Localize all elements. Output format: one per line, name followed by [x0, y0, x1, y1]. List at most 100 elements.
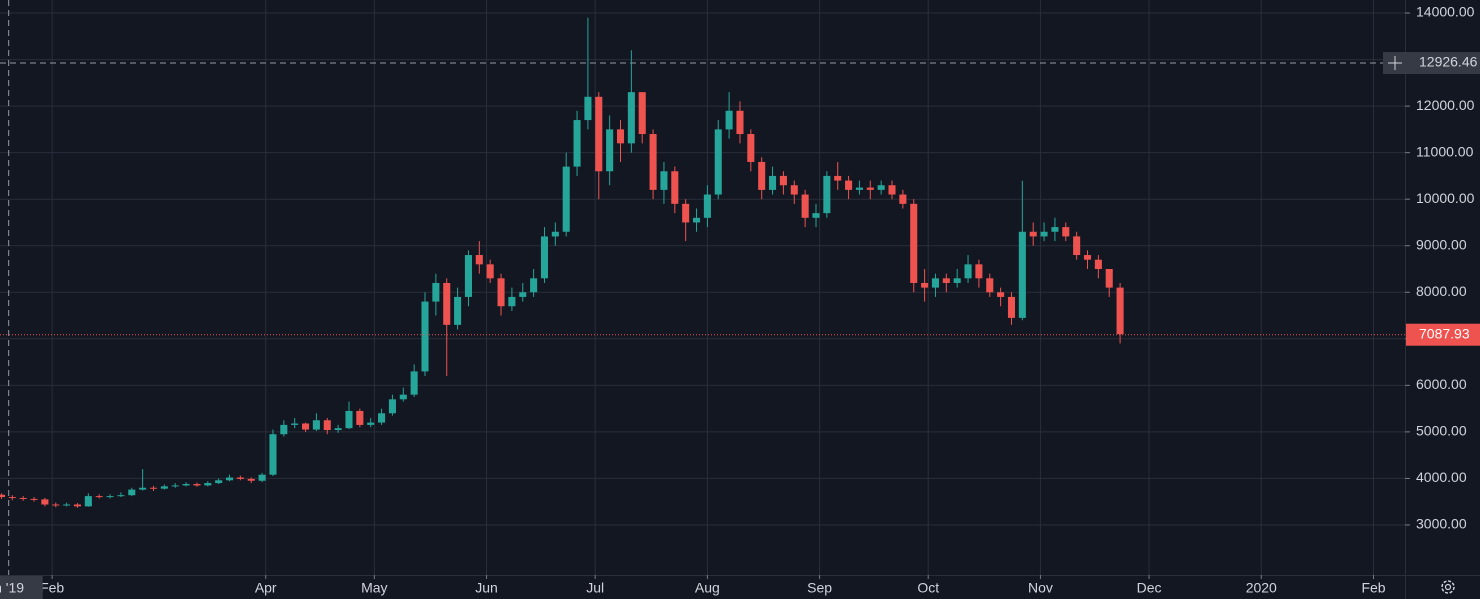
- candle-body: [1062, 227, 1070, 237]
- candle-body: [247, 478, 255, 481]
- candle-body: [801, 194, 809, 218]
- y-tick-label: 5000.00: [1416, 423, 1467, 439]
- candle-body: [779, 175, 787, 186]
- y-tick-label: 6000.00: [1416, 376, 1467, 392]
- candle-body: [692, 217, 701, 223]
- x-tick-label: May: [361, 580, 387, 596]
- candle-body: [747, 134, 755, 162]
- candle-body: [464, 255, 472, 297]
- gear-ring: [1441, 580, 1455, 594]
- candle-body: [627, 92, 635, 144]
- candle-body: [215, 480, 223, 484]
- candle-body: [30, 498, 38, 500]
- candle-body: [486, 264, 494, 279]
- candle-body: [410, 371, 418, 395]
- candle-body: [1040, 231, 1048, 237]
- candle-body: [95, 496, 103, 498]
- crosshair-price-label: 12926.46: [1419, 54, 1478, 70]
- candle-body: [106, 496, 114, 498]
- x-tick-label: Dec: [1137, 580, 1162, 596]
- candle-body: [834, 175, 842, 181]
- candle-body: [269, 434, 277, 475]
- candle-body: [812, 213, 820, 218]
- candle-body: [1007, 296, 1016, 318]
- candle-body: [551, 231, 559, 237]
- candle-body: [193, 484, 201, 486]
- candle-body: [638, 92, 646, 135]
- candle-body: [790, 185, 798, 195]
- y-tick-label: 4000.00: [1416, 469, 1467, 485]
- candle-body: [606, 129, 614, 172]
- candle-body: [703, 194, 711, 218]
- candle-body: [866, 187, 874, 190]
- candle-body: [19, 497, 27, 499]
- candle-body: [921, 282, 929, 288]
- candle-body: [8, 497, 16, 499]
- candle-body: [128, 489, 136, 496]
- candle-body: [312, 420, 320, 430]
- candle-body: [475, 255, 483, 265]
- candle-body: [1051, 227, 1059, 232]
- candle-body: [1116, 287, 1124, 335]
- crosshair-time-label: Jan '19: [0, 580, 24, 596]
- x-tick-label: Feb: [1361, 580, 1385, 596]
- candle-body: [1105, 269, 1113, 288]
- candle-body: [378, 413, 386, 423]
- candle-body: [258, 474, 266, 481]
- candle-body: [584, 96, 592, 121]
- x-tick-label: Sep: [807, 580, 832, 596]
- candle-body: [953, 278, 961, 283]
- candle-body: [0, 494, 5, 498]
- candle-body: [236, 477, 244, 479]
- candle-body: [345, 410, 353, 429]
- candle-body: [84, 496, 92, 507]
- candle-body: [682, 203, 690, 223]
- x-tick-label: Feb: [40, 580, 64, 596]
- candle-body: [443, 282, 451, 325]
- candle-body: [497, 278, 505, 307]
- candle-body: [714, 129, 722, 195]
- candle-body: [530, 278, 538, 293]
- candle-body: [73, 504, 82, 507]
- time-axis-panel: [0, 575, 1480, 599]
- last-price-box: [1406, 323, 1480, 346]
- candle-body: [1073, 236, 1081, 256]
- candle-body: [149, 487, 158, 489]
- candle-body: [725, 110, 733, 130]
- candle-body: [931, 278, 939, 288]
- candle-body: [367, 422, 375, 425]
- candle-body: [845, 180, 853, 190]
- y-tick-label: 12000.00: [1416, 97, 1475, 113]
- candle-body: [519, 292, 527, 297]
- last-price-label: 7087.93: [1419, 325, 1470, 341]
- candle-body: [225, 477, 234, 481]
- candle-body: [323, 420, 331, 431]
- settings-gear[interactable]: [1441, 580, 1455, 594]
- candle-body: [573, 120, 581, 167]
- candle-body: [1083, 255, 1092, 260]
- candle-body: [182, 484, 190, 486]
- candle-body: [964, 264, 972, 279]
- y-tick-label: 8000.00: [1416, 283, 1467, 299]
- price-axis-panel: [1405, 0, 1480, 599]
- candle-body: [997, 292, 1005, 297]
- candle-body: [671, 171, 679, 204]
- candle-body: [454, 296, 462, 325]
- candle-body: [204, 483, 212, 486]
- candle-body: [291, 423, 299, 425]
- crosshair-plus-icon: [1388, 55, 1402, 70]
- candle-body: [758, 161, 766, 190]
- candle-body: [302, 423, 310, 430]
- candle-body: [910, 203, 918, 283]
- x-tick-label: Jul: [586, 580, 604, 596]
- y-tick-label: 3000.00: [1416, 516, 1467, 532]
- candle-body: [975, 264, 983, 279]
- candle-body: [595, 96, 603, 172]
- gear-hole: [1444, 583, 1452, 591]
- candle-body: [877, 185, 885, 190]
- x-tick-label: Apr: [255, 580, 277, 596]
- candle-body: [540, 236, 549, 279]
- candle-body: [160, 486, 168, 489]
